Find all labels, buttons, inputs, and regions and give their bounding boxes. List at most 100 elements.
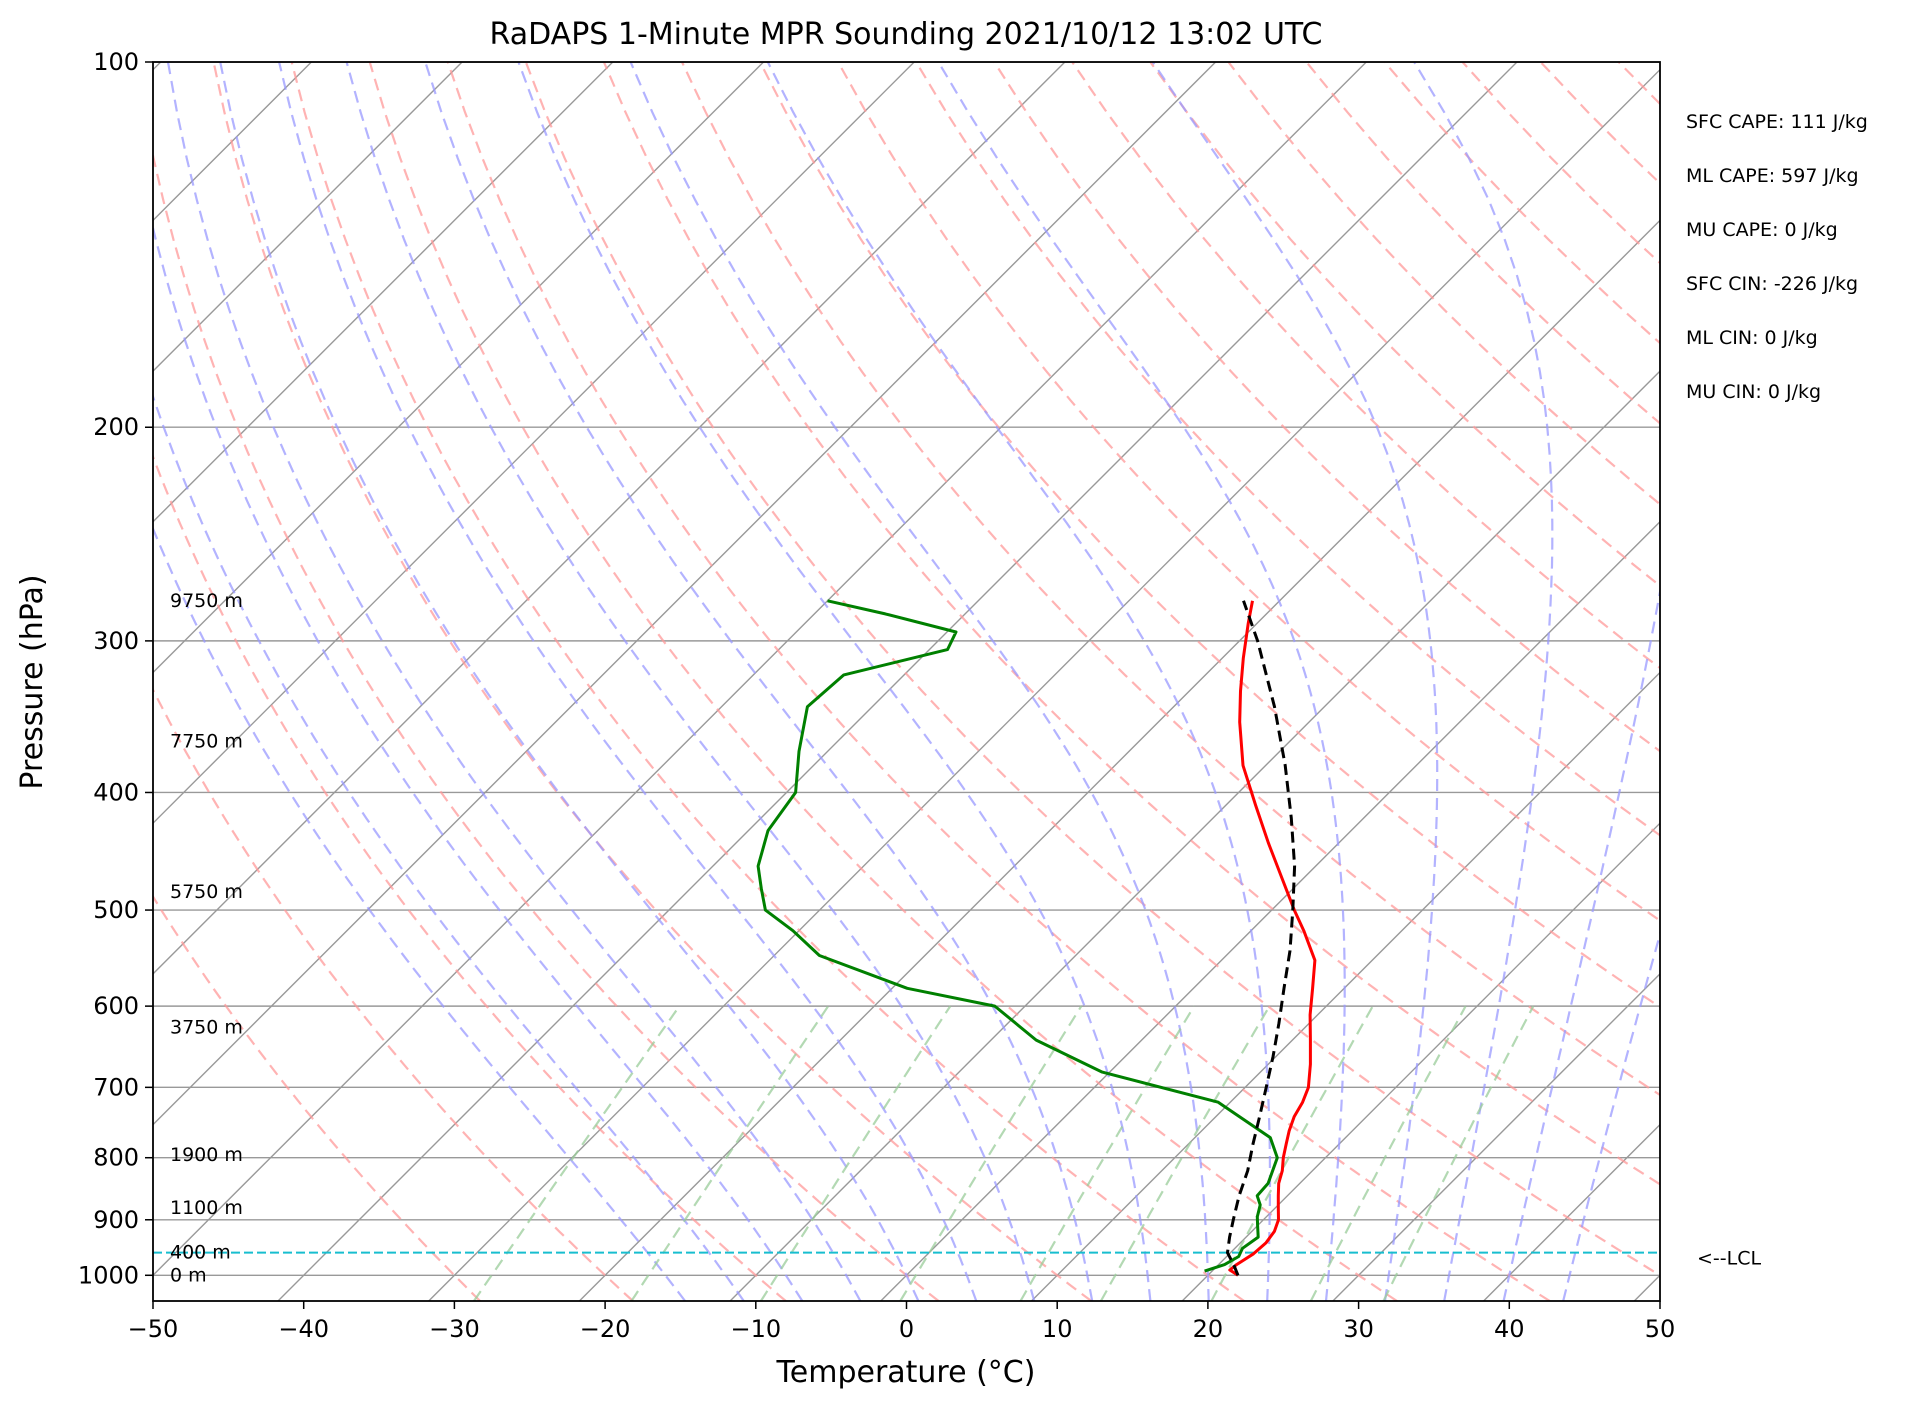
y-tick-label: 900 (93, 1206, 139, 1234)
dry-adiabat-line (446, 62, 1551, 1301)
parcel-profile-line (1226, 600, 1297, 1276)
mixing-ratio-line (1309, 1005, 1467, 1301)
isotherm-line (153, 62, 1066, 975)
moist-adiabat-line (278, 62, 978, 1301)
x-tick-label: −30 (429, 1315, 480, 1343)
moist-adiabat-line (153, 393, 745, 1301)
isotherm-line (153, 62, 764, 674)
temperature-profile-line (1228, 600, 1317, 1277)
height-label: 400 m (170, 1242, 231, 1264)
dry-adiabat-line (153, 453, 787, 1301)
dry-adiabat-line (524, 62, 1660, 1277)
x-tick-label: −20 (580, 1315, 631, 1343)
x-tick-label: −40 (278, 1315, 329, 1343)
lcl-label: <--LCL (1697, 1248, 1761, 1270)
dry-adiabat-line (368, 62, 1398, 1301)
y-tick-label: 400 (93, 778, 139, 806)
dry-adiabat-line (1071, 62, 1660, 670)
stability-index: MU CIN: 0 J/kg (1686, 381, 1821, 403)
isotherm-line (277, 62, 1518, 1301)
isotherm-line (153, 62, 915, 825)
dry-adiabat-line (212, 62, 1093, 1301)
background-lines (153, 62, 1660, 1301)
height-labels: 9750 m 7750 m 5750 m 3750 m 1900 m 1100 m 400 … (170, 590, 243, 1287)
y-tick-label: 100 (93, 48, 139, 76)
isotherm-line (578, 219, 1660, 1301)
y-tick-label: 300 (93, 627, 139, 655)
height-label: 1100 m (170, 1197, 243, 1219)
mixing-ratio-line (1099, 1005, 1271, 1301)
moist-adiabat-line (424, 62, 1094, 1301)
x-tick-label: 0 (899, 1315, 914, 1343)
y-tick-label: 500 (93, 896, 139, 924)
moist-adiabat-line (1562, 929, 1660, 1301)
isotherm-line (1030, 671, 1660, 1301)
moist-adiabat-line (219, 62, 920, 1301)
y-tick-label: 600 (93, 992, 139, 1020)
stability-index: SFC CAPE: 111 J/kg (1686, 111, 1868, 133)
isotherm-line (880, 520, 1660, 1301)
moist-adiabat-line (937, 62, 1346, 1301)
mixing-ratio-line (472, 1005, 681, 1301)
dry-adiabat-line (153, 894, 481, 1301)
moist-adiabat-line (345, 62, 1036, 1301)
isotherm-line (153, 62, 1217, 1126)
x-tick-label: 40 (1494, 1315, 1525, 1343)
moist-adiabat-line (153, 525, 686, 1301)
height-label: 9750 m (170, 590, 243, 612)
x-tick-label: −50 (128, 1315, 179, 1343)
x-tick-label: 10 (1042, 1315, 1073, 1343)
height-label: 1900 m (170, 1144, 243, 1166)
y-tick-label: 800 (93, 1144, 139, 1172)
moist-adiabat-line (1413, 62, 1554, 1301)
stability-index: ML CIN: 0 J/kg (1686, 327, 1818, 349)
dry-adiabat-line (993, 62, 1660, 753)
moist-adiabat-line (166, 62, 862, 1301)
x-tick-label: 50 (1645, 1315, 1676, 1343)
lcl-label-group: <--LCL (1697, 1248, 1761, 1270)
dry-adiabat-line (290, 62, 1245, 1301)
height-label: 3750 m (170, 1017, 243, 1039)
dry-adiabat-line (759, 62, 1660, 1009)
y-tick-label: 200 (93, 413, 139, 441)
height-label: 7750 m (170, 730, 243, 752)
height-label: 0 m (170, 1264, 207, 1286)
isotherm-line (1181, 822, 1660, 1301)
y-axis-ticks: 100 200 300 400 500 600 700 800 900 1000 (78, 48, 153, 1289)
stability-index: MU CAPE: 0 J/kg (1686, 219, 1838, 241)
isotherm-line (153, 62, 1367, 1277)
moist-adiabat-line (153, 223, 804, 1301)
height-label: 5750 m (170, 881, 243, 903)
isotherm-line (153, 62, 463, 373)
isotherm-line (153, 62, 614, 523)
mixing-ratio-line (899, 1005, 1083, 1301)
moist-adiabat-line (629, 62, 1210, 1301)
y-tick-label: 700 (93, 1073, 139, 1101)
mixing-ratio-line (759, 1005, 952, 1301)
stability-indices: SFC CAPE: 111 J/kg ML CAPE: 597 J/kg MU CA… (1686, 111, 1868, 403)
moist-adiabat-line (766, 62, 1272, 1301)
x-axis-label: Temperature (°C) (776, 1355, 1036, 1390)
x-tick-label: 20 (1193, 1315, 1224, 1343)
moist-adiabat-line (1502, 585, 1660, 1301)
mixing-ratio-line (1382, 1005, 1535, 1301)
dry-adiabat-line (153, 687, 634, 1301)
x-axis-ticks: −50 −40 −30 −20 −10 0 10 20 30 40 50 (128, 1301, 1676, 1343)
x-tick-label: 30 (1343, 1315, 1374, 1343)
dry-adiabat-line (681, 62, 1660, 1097)
stability-index: SFC CIN: -226 J/kg (1686, 273, 1858, 295)
profiles (756, 599, 1317, 1277)
isotherm-line (428, 68, 1660, 1301)
dry-adiabat-line (153, 150, 940, 1301)
y-tick-label: 1000 (78, 1261, 139, 1289)
stability-index: ML CAPE: 597 J/kg (1686, 165, 1859, 187)
mixing-ratio-line (630, 1005, 830, 1301)
y-axis-label: Pressure (hPa) (15, 574, 50, 789)
chart-title: RaDAPS 1-Minute MPR Sounding 2021/10/12 … (490, 17, 1323, 52)
isotherm-line (1332, 972, 1660, 1301)
moist-adiabat-line (517, 62, 1152, 1301)
mixing-ratio-line (1019, 1005, 1196, 1301)
dewpoint-profile-line (756, 599, 1279, 1273)
x-tick-label: −10 (730, 1315, 781, 1343)
